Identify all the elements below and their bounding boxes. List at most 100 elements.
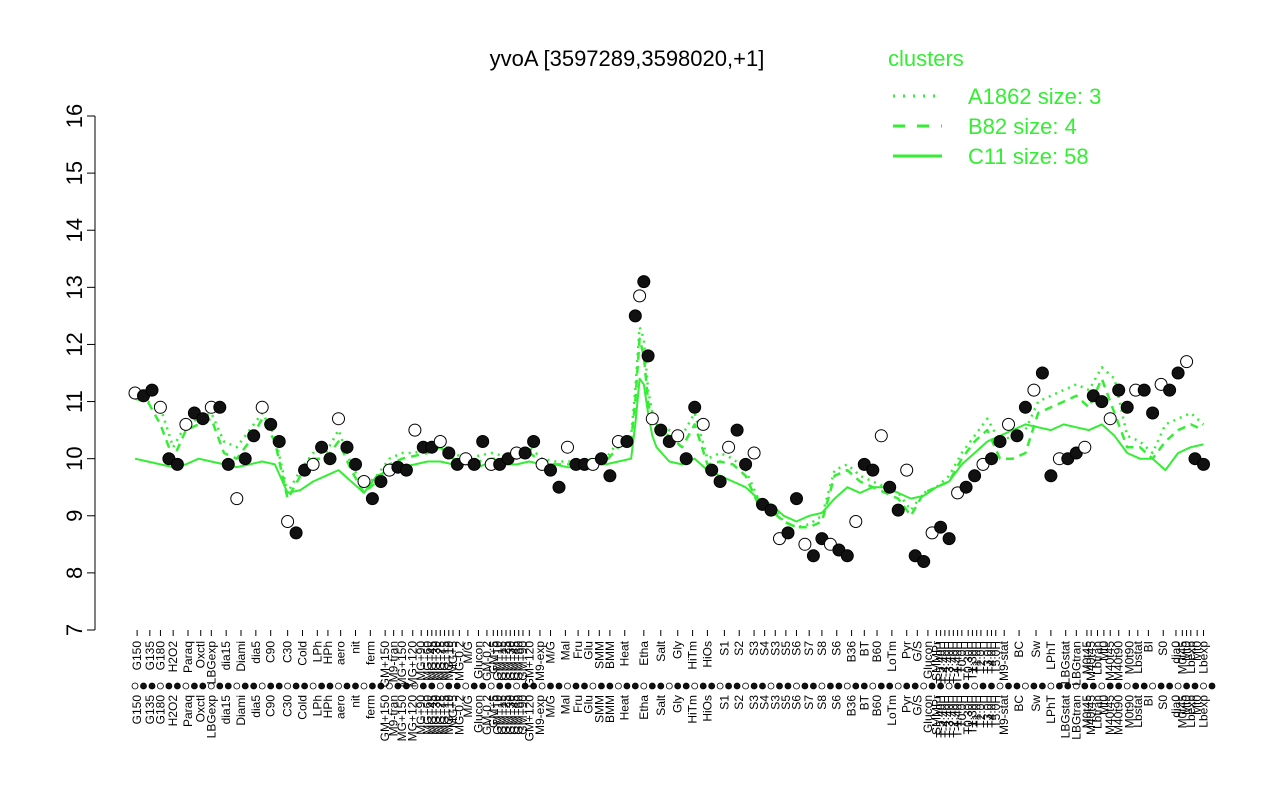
data-point [654,423,668,437]
x-tick-label: BI [1141,641,1155,652]
x-tick-label: Cold [296,641,310,666]
data-point [221,457,235,471]
data-point [527,435,541,448]
x-tick-label: GM+150 [378,695,392,742]
x-tick-label: Mt0 [1180,695,1194,715]
x-tick-label: Salt [654,694,668,715]
x-tick-label: B36 [845,695,859,717]
data-point [866,463,880,477]
x-tick-label: M0t45 [1080,641,1094,675]
data-point [442,446,456,460]
x-tick-label: BMM [603,641,617,669]
x-tick-label: Sw [1029,695,1043,712]
x-tick-label: GM+90 [516,695,530,735]
x-marker [1115,682,1123,690]
data-point [628,309,642,323]
data-point [323,452,337,466]
x-marker [182,682,190,690]
x-tick-label: Salt [654,640,668,661]
x-tick-label: T-5.40H [934,641,948,684]
x-tick-label: MG+10 [442,641,456,681]
data-point [1137,383,1151,397]
x-marker [1030,682,1038,690]
x-tick-label: MG-0.2 [452,641,466,681]
x-marker [402,682,410,690]
x-tick-label: MG+60 [421,641,435,681]
x-tick-label: G/S [910,641,924,662]
x-marker [903,682,911,690]
data-point [781,526,795,540]
x-marker [937,682,944,690]
data-point [900,463,914,477]
x-marker [581,682,588,690]
x-tick-label: GM+30 [503,641,517,681]
y-tick-label: 12 [62,332,87,356]
x-marker [640,682,648,690]
data-point [764,503,778,517]
data-point [993,435,1007,448]
data-point [637,275,651,289]
x-tick-label: Lbstat [1131,694,1145,727]
x-marker [911,682,919,690]
x-tick-label: S6 [830,641,844,656]
x-marker [954,682,961,690]
x-tick-label: MG+10 [442,695,456,735]
x-tick-label: S3 [747,695,761,710]
data-point [1171,366,1185,380]
x-tick-label: SMM [592,641,606,669]
x-tick-label: BT [857,640,871,656]
data-point [544,463,557,477]
x-marker [776,682,783,690]
data-point [917,555,931,568]
x-tick-label: M/G [544,641,558,664]
data-point [594,452,608,466]
data-point [1146,406,1160,420]
x-tick-label: T2.0H [974,695,988,728]
x-tick-label: H2O2 [166,641,180,673]
x-tick-label: T-4.40H [938,641,952,684]
data-point [238,452,252,466]
x-marker [445,682,453,690]
x-tick-label: M0t90 [1122,641,1136,675]
x-tick-label: Mt0 [1097,641,1111,661]
x-marker [352,682,359,690]
x-tick-label: LPhT [1044,640,1058,669]
x-tick-label: T1.30H [965,695,979,734]
x-marker [368,682,376,690]
data-point [679,452,693,466]
x-tick-label: C30 [281,695,295,717]
x-tick-label: LBGtran [1069,641,1083,686]
x-tick-label: T5.0H [989,641,1003,674]
x-marker [521,682,529,690]
x-tick-label: M0t45 [1080,695,1094,729]
x-tick-label: GM+120 [522,641,536,688]
x-tick-label: MG+150 [395,641,409,688]
x-tick-label: B60 [870,641,884,663]
x-marker [453,682,461,690]
x-marker [233,682,241,690]
x-tick-label: GM+25 [499,695,513,735]
data-point [739,457,753,471]
x-marker [250,682,258,690]
y-tick-label: 11 [62,390,87,413]
x-tick-label: dia15 [219,641,233,671]
x-tick-label: Pyr [900,641,914,659]
x-tick-label: C30 [281,641,295,663]
x-marker [411,682,419,690]
x-marker [759,682,766,690]
data-point [332,412,345,426]
x-marker [979,682,987,690]
data-point [179,417,193,431]
x-marker [589,682,597,690]
x-tick-label: dia15 [219,695,233,725]
data-point [399,463,413,477]
data-point [620,435,634,448]
x-marker [343,682,351,690]
data-point [883,480,897,494]
data-point [730,423,744,437]
x-tick-label: B36 [845,641,859,663]
x-tick-label: G150 [130,695,144,725]
data-point [1112,383,1126,397]
legend-title: clusters [888,46,964,71]
x-tick-label: G150 [130,641,144,671]
